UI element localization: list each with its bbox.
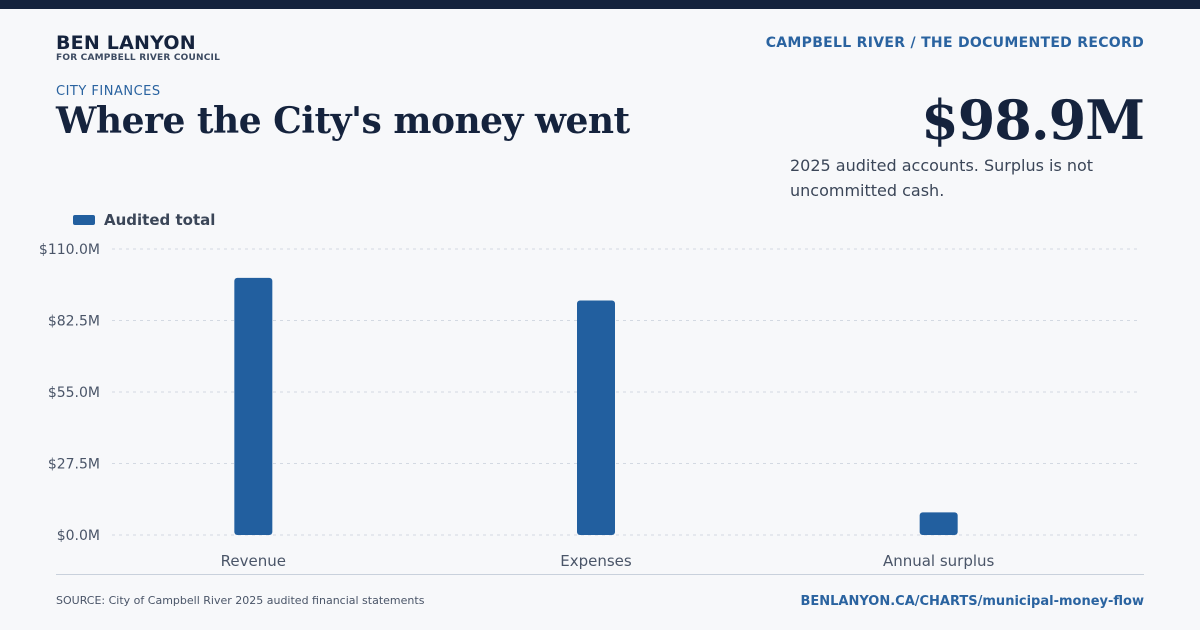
footer-divider	[56, 574, 1144, 575]
y-tick-label: $27.5M	[48, 457, 100, 473]
brand-name: BEN LANYON	[56, 32, 196, 54]
bar-expenses	[577, 300, 615, 535]
legend-swatch	[73, 215, 95, 225]
brand-subtitle: FOR CAMPBELL RIVER COUNCIL	[56, 53, 221, 63]
y-tick-label: $0.0M	[57, 528, 100, 544]
source-note: SOURCE: City of Campbell River 2025 audi…	[56, 594, 425, 607]
legend-label: Audited total	[104, 211, 216, 229]
y-tick-label: $55.0M	[48, 385, 100, 401]
top-accent-bar	[0, 0, 1200, 9]
section-kicker: CITY FINANCES	[56, 84, 161, 99]
y-tick-label: $82.5M	[48, 314, 100, 330]
highlight-note: 2025 audited accounts. Surplus is not un…	[790, 156, 1094, 200]
chart-title: Where the City's money went	[56, 100, 630, 142]
x-tick-label: Revenue	[221, 552, 286, 570]
highlight-value: $98.9M	[921, 88, 1145, 152]
bar-revenue	[234, 277, 273, 535]
chart-legend: Audited total	[73, 211, 215, 229]
x-tick-label: Annual surplus	[883, 552, 995, 570]
footer-link[interactable]: BENLANYON.CA/CHARTS/municipal-money-flow	[800, 594, 1144, 609]
y-tick-label: $110.0M	[39, 242, 100, 258]
header-section-label: CAMPBELL RIVER / THE DOCUMENTED RECORD	[765, 35, 1144, 51]
bar-annual-surplus	[919, 512, 958, 535]
x-tick-label: Expenses	[560, 552, 632, 570]
